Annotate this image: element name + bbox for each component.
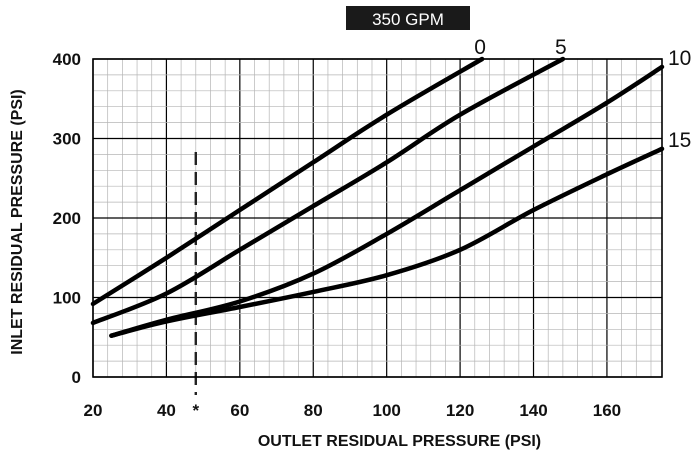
plot-frame	[92, 58, 663, 378]
series-line-5	[90, 56, 566, 326]
series-label-15: 15	[668, 129, 691, 152]
grid	[92, 58, 662, 378]
x-axis-label: OUTLET RESIDUAL PRESSURE (PSI)	[258, 433, 541, 450]
series-line-15	[109, 146, 665, 338]
x-tick-label: 160	[593, 401, 621, 420]
y-axis-label: INLET RESIDUAL PRESSURE (PSI)	[9, 89, 26, 355]
x-tick-label: 20	[84, 401, 103, 420]
series-label-5: 5	[555, 36, 567, 59]
x-tick-label: 80	[304, 401, 323, 420]
y-tick-label: 200	[53, 209, 81, 228]
series-lines: 0 5 10 15	[90, 36, 691, 338]
x-tick-label: 140	[519, 401, 547, 420]
series-line-0	[90, 56, 485, 307]
tick-labels: 20 40 60 80 100 120 140 160 0 100 200 300 400	[53, 50, 621, 420]
reference-asterisk: *	[192, 401, 199, 420]
x-tick-label: 120	[446, 401, 474, 420]
chart-title-badge: 350 GPM	[346, 6, 470, 30]
x-tick-label: 100	[372, 401, 400, 420]
x-tick-label: 40	[157, 401, 176, 420]
reference-marker: *	[192, 152, 199, 420]
x-tick-label: 60	[230, 401, 249, 420]
series-label-10: 10	[668, 47, 691, 70]
y-tick-label: 400	[53, 50, 81, 69]
chart-title: 350 GPM	[372, 10, 444, 29]
y-tick-label: 300	[53, 130, 81, 149]
series-label-0: 0	[474, 36, 486, 59]
series-line-10	[109, 64, 665, 338]
y-tick-label: 0	[72, 368, 81, 387]
y-tick-label: 100	[53, 289, 81, 308]
